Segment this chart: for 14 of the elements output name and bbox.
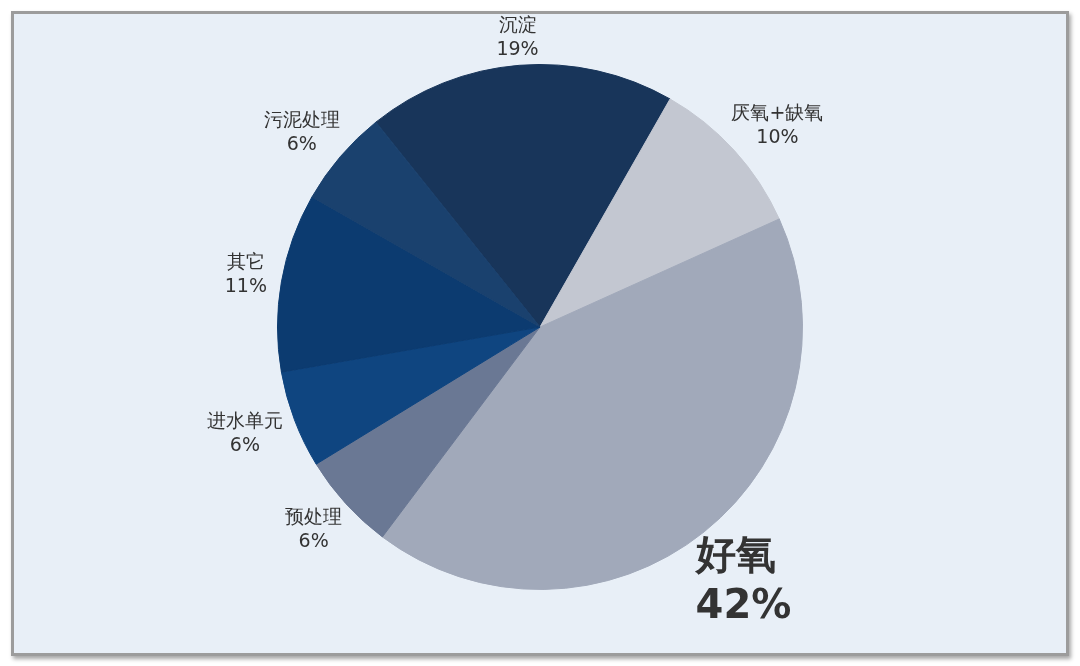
slice-label: 污泥处理 [263, 107, 340, 130]
slice-label: 预处理 [285, 504, 343, 527]
slice-label: 进水单元 [206, 408, 283, 431]
data-label: 42% [695, 580, 792, 627]
data-label: 19% [496, 37, 539, 60]
data-label: 6% [286, 131, 317, 154]
slice-label: 其它 [226, 250, 265, 273]
slice-label: 沉淀 [498, 13, 537, 36]
slice-label: 好氧 [693, 530, 776, 577]
data-label: 6% [298, 528, 329, 551]
data-label: 6% [229, 432, 260, 455]
slice-label: 厌氧+缺氧 [731, 100, 824, 123]
data-label: 11% [224, 274, 267, 297]
data-label: 10% [756, 124, 799, 147]
